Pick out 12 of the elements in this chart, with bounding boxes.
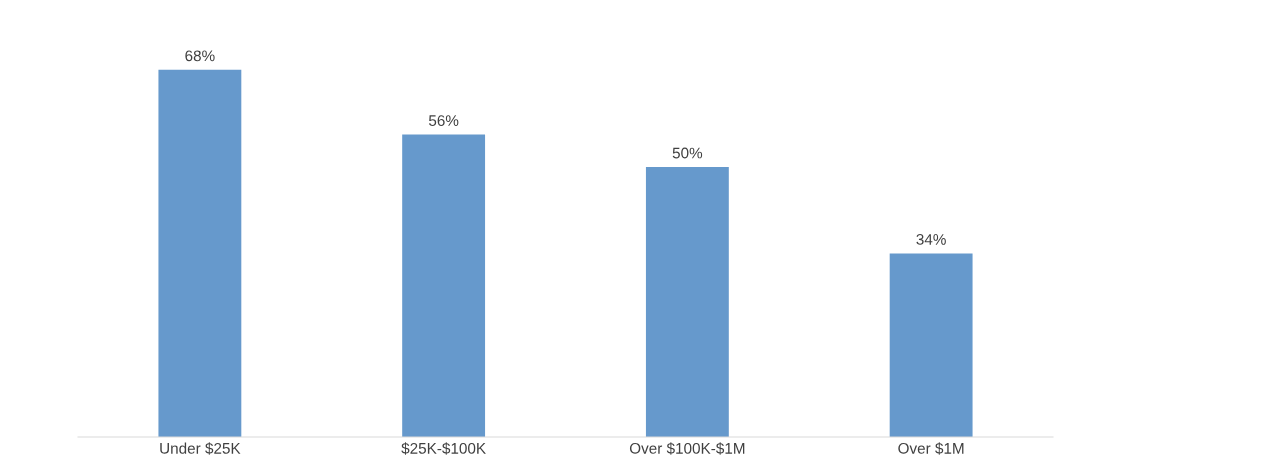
data-label: 34% <box>916 233 946 245</box>
x-tick-label: Over $100K-$1M <box>629 442 745 455</box>
bar <box>889 253 973 437</box>
data-label: 50% <box>672 147 703 159</box>
bar <box>402 134 486 437</box>
bar <box>645 166 729 437</box>
data-label: 68% <box>185 50 215 62</box>
x-tick-label: $25K-$100K <box>401 442 486 455</box>
x-tick-label: Under $25K <box>160 442 241 455</box>
bar <box>158 69 242 437</box>
x-tick-label: Over $1M <box>898 442 964 455</box>
data-label: 56% <box>428 115 459 126</box>
